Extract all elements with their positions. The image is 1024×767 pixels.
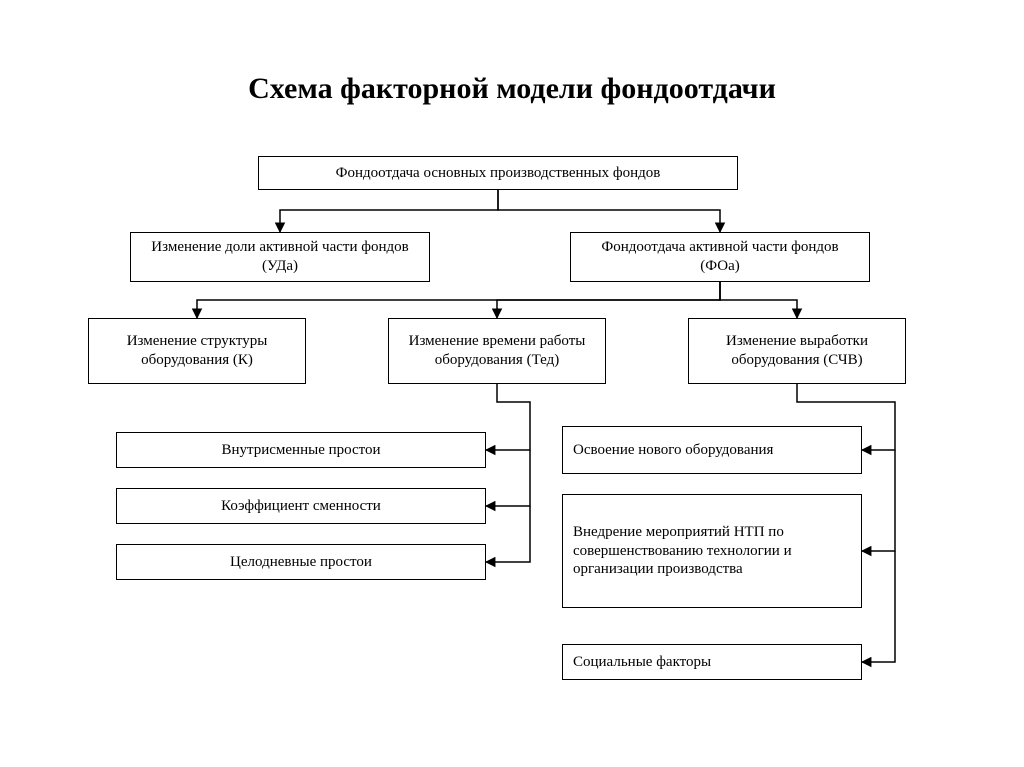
page-title: Схема факторной модели фондоотдачи (0, 72, 1024, 106)
node-nC3: Изменение выработки оборудования (СЧВ) (688, 318, 906, 384)
node-nL3: Целодневные простои (116, 544, 486, 580)
node-nC2: Изменение времени работы оборудования (Т… (388, 318, 606, 384)
node-nR2: Внедрение мероприятий НТП по совершенств… (562, 494, 862, 608)
node-nR1: Освоение нового оборудования (562, 426, 862, 474)
edge-6 (486, 450, 530, 506)
edge-4 (720, 282, 797, 318)
edge-1 (498, 190, 720, 232)
edge-7 (486, 506, 530, 562)
node-nR3: Социальные факторы (562, 644, 862, 680)
node-nC1: Изменение структуры оборудования (К) (88, 318, 306, 384)
edge-5 (486, 384, 530, 450)
diagram-canvas: Схема факторной модели фондоотдачи Фондо… (0, 0, 1024, 767)
node-root: Фондоотдача основных производственных фо… (258, 156, 738, 190)
edge-9 (862, 450, 895, 551)
node-nA: Изменение доли активной части фондов (УД… (130, 232, 430, 282)
edge-10 (862, 551, 895, 662)
edge-3 (497, 282, 720, 318)
node-nL1: Внутрисменные простои (116, 432, 486, 468)
node-nB: Фондоотдача активной части фондов (ФОа) (570, 232, 870, 282)
node-nL2: Коэффициент сменности (116, 488, 486, 524)
edge-0 (280, 190, 498, 232)
edge-2 (197, 282, 720, 318)
